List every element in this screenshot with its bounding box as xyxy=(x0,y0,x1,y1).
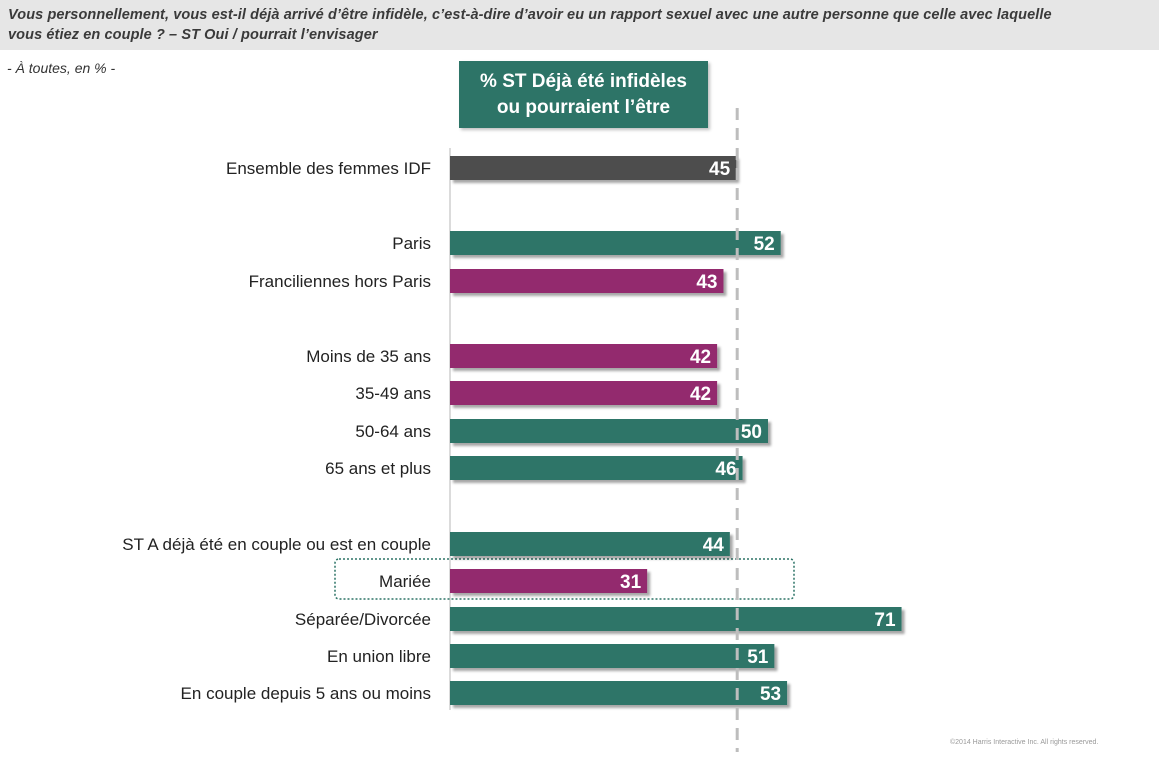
copyright-note: ©2014 Harris Interactive Inc. All rights… xyxy=(950,739,1099,746)
category-label: 65 ans et plus xyxy=(325,459,431,478)
bar xyxy=(450,419,768,443)
category-label: Séparée/Divorcée xyxy=(295,610,431,629)
bar xyxy=(450,569,648,593)
category-label: En couple depuis 5 ans ou moins xyxy=(181,684,431,703)
category-label: Mariée xyxy=(379,572,431,591)
bar xyxy=(450,231,781,255)
bar xyxy=(450,607,902,631)
bar xyxy=(450,344,718,368)
value-label: 31 xyxy=(620,572,642,593)
value-label: 71 xyxy=(874,610,896,631)
question-line-2: vous étiez en couple ? – ST Oui / pourra… xyxy=(8,27,378,43)
question-line-1: Vous personnellement, vous est-il déjà a… xyxy=(8,7,1052,23)
category-label: En union libre xyxy=(327,647,431,666)
bar xyxy=(450,456,743,480)
question-banner: Vous personnellement, vous est-il déjà a… xyxy=(0,0,1159,50)
value-label: 45 xyxy=(709,159,731,180)
header-box-line-1: % ST Déjà été infidèles xyxy=(480,70,687,92)
value-label: 42 xyxy=(690,384,711,405)
value-label: 43 xyxy=(696,272,717,293)
value-label: 44 xyxy=(703,535,725,556)
header-box: % ST Déjà été infidèles ou pourraient l’… xyxy=(459,61,708,128)
highlight-box xyxy=(334,558,795,600)
bar xyxy=(450,644,775,668)
base-note: - À toutes, en % - xyxy=(7,60,116,76)
value-label: 53 xyxy=(760,684,781,705)
bar xyxy=(450,532,730,556)
value-label: 52 xyxy=(754,234,775,255)
category-label: Franciliennes hors Paris xyxy=(249,272,431,291)
bar xyxy=(450,269,724,293)
bar xyxy=(450,381,718,405)
category-label: Paris xyxy=(392,234,431,253)
value-label: 50 xyxy=(741,422,762,443)
bar xyxy=(450,681,788,705)
category-label: Moins de 35 ans xyxy=(306,347,431,366)
header-box-line-2: ou pourraient l’être xyxy=(496,96,671,118)
bar xyxy=(450,156,737,180)
category-label: ST A déjà été en couple ou est en couple xyxy=(122,535,431,554)
category-label: Ensemble des femmes IDF xyxy=(226,159,431,178)
category-label: 35-49 ans xyxy=(355,384,431,403)
category-label: 50-64 ans xyxy=(355,422,431,441)
value-label: 42 xyxy=(690,347,711,368)
value-label: 46 xyxy=(715,459,736,480)
value-label: 51 xyxy=(747,647,769,668)
